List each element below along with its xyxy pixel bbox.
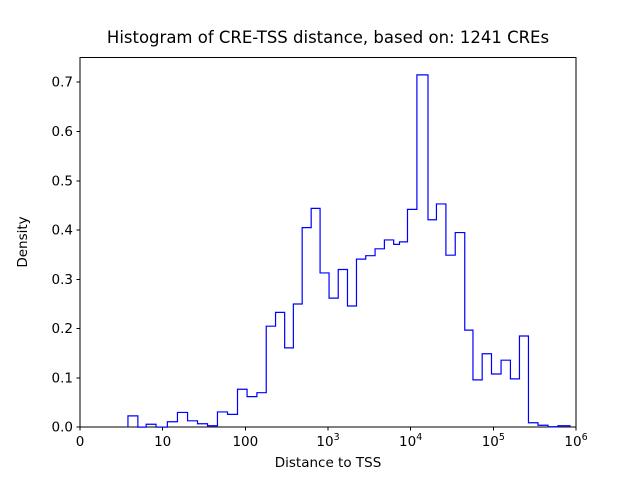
y-tick-label: 0.0 xyxy=(52,420,73,436)
y-tick-label: 0.6 xyxy=(52,124,73,140)
chart-title: Histogram of CRE-TSS distance, based on:… xyxy=(106,28,550,47)
x-tick-label: 106 xyxy=(564,432,587,450)
y-tick-label: 0.3 xyxy=(52,272,73,288)
x-tick-label: 0 xyxy=(76,434,85,450)
y-tick-label: 0.7 xyxy=(52,75,73,91)
x-tick-label: 100 xyxy=(232,434,258,450)
x-tick-label: 103 xyxy=(316,432,339,450)
y-tick-label: 0.2 xyxy=(52,321,73,337)
x-tick-label: 104 xyxy=(399,432,422,450)
x-axis-label: Distance to TSS xyxy=(274,455,382,471)
y-tick-label: 0.1 xyxy=(52,370,73,386)
x-tick-label: 10 xyxy=(154,434,171,450)
histogram-step-line xyxy=(127,74,571,428)
x-tick-label: 105 xyxy=(482,432,505,450)
y-tick-label: 0.5 xyxy=(52,173,73,189)
y-tick-label: 0.4 xyxy=(52,223,73,239)
